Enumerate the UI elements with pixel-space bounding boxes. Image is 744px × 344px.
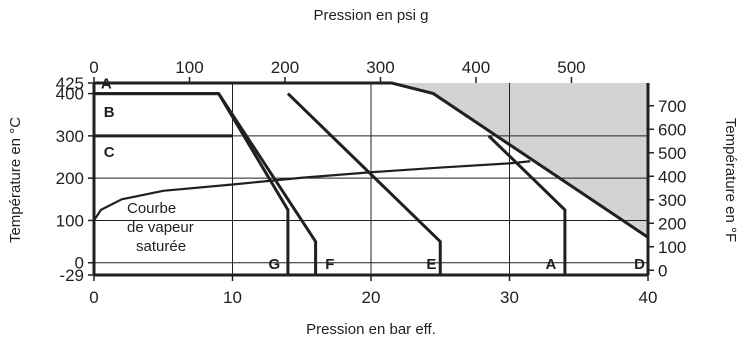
region-label: C xyxy=(104,144,115,161)
x-axis-title-bottom: Pression en bar eff. xyxy=(306,321,436,338)
right-tick-label: 500 xyxy=(658,144,686,163)
top-tick-label: 300 xyxy=(366,58,394,77)
x-tick-label: 0 xyxy=(89,288,98,307)
y-tick-label: 200 xyxy=(56,169,84,188)
annotation-saturated-steam: Courbe de vapeur saturée xyxy=(127,200,198,255)
right-tick-label: 700 xyxy=(658,97,686,116)
shaded-region xyxy=(392,83,648,237)
y-tick-label: 425 xyxy=(56,74,84,93)
region-label: F xyxy=(325,256,334,273)
region-label: A xyxy=(101,75,112,92)
top-tick-label: 100 xyxy=(175,58,203,77)
y-tick-label: 300 xyxy=(56,127,84,146)
right-tick-label: 100 xyxy=(658,238,686,257)
right-tick-label: 600 xyxy=(658,120,686,139)
series-line-3 xyxy=(288,94,440,275)
right-tick-label: 300 xyxy=(658,191,686,210)
region-label: E xyxy=(426,256,436,273)
x-tick-label: 30 xyxy=(500,288,519,307)
annotation-line-3: saturée xyxy=(136,238,186,255)
region-label: A xyxy=(546,256,557,273)
right-tick-label: 200 xyxy=(658,214,686,233)
top-tick-label: 200 xyxy=(271,58,299,77)
right-tick-label: 0 xyxy=(658,261,667,280)
y-tick-label: 100 xyxy=(56,211,84,230)
region-label: D xyxy=(634,256,645,273)
x-tick-label: 10 xyxy=(223,288,242,307)
series-line-1 xyxy=(94,94,288,275)
right-tick-label: 400 xyxy=(658,167,686,186)
top-tick-label: 500 xyxy=(557,58,585,77)
top-tick-label: 400 xyxy=(462,58,490,77)
region-label: G xyxy=(269,256,281,273)
annotation-line-2: de vapeur xyxy=(127,219,194,236)
x-axis-title-top: Pression en psi g xyxy=(313,7,428,24)
y-axis-title-right: Température en °F xyxy=(722,118,739,242)
y-axis-title-left: Température en °C xyxy=(7,117,24,243)
top-tick-label: 0 xyxy=(89,58,98,77)
y-tick-label: 0 xyxy=(75,254,84,273)
region-label: B xyxy=(104,104,115,121)
shaded-region-group xyxy=(392,83,648,237)
annotation-line-1: Courbe xyxy=(127,200,176,217)
x-tick-label: 40 xyxy=(639,288,658,307)
x-tick-label: 20 xyxy=(362,288,381,307)
